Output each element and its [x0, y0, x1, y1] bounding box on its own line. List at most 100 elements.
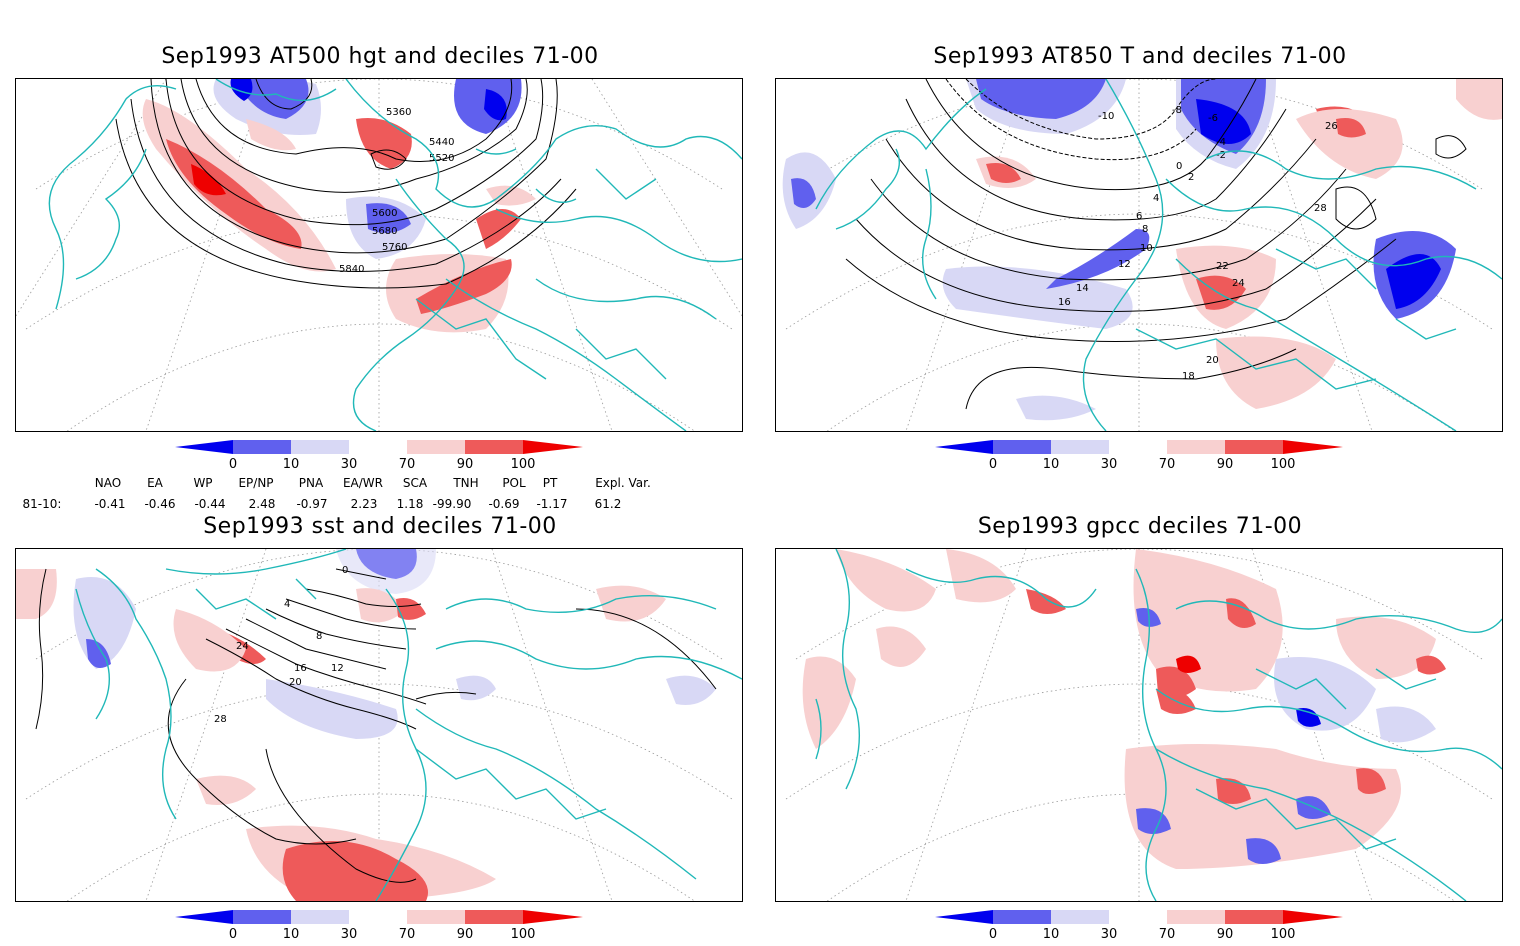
contour-label: 24 [236, 641, 249, 652]
contour-label: 10 [1140, 243, 1153, 254]
contour-label: 5360 [386, 107, 411, 118]
panel-title-hgt500: Sep1993 AT500 hgt and deciles 71-00 [161, 44, 599, 69]
contour-label: 26 [1325, 121, 1338, 132]
index-name: PNA [298, 476, 324, 490]
decile-shading [142, 79, 536, 333]
colorbar-swatches [175, 440, 583, 454]
colorbar-label: 70 [1158, 927, 1176, 942]
index-value: -0.41 [94, 497, 126, 511]
contour-label: 0 [342, 565, 348, 576]
index-value: 1.18 [396, 497, 424, 511]
index-value: -99.90 [432, 497, 472, 511]
colorbar-label: 90 [1216, 927, 1234, 942]
contour-label: 18 [1182, 371, 1195, 382]
index-name: SCA [402, 476, 428, 490]
map-gpcc [775, 548, 1503, 902]
contour-label: 5680 [372, 226, 397, 237]
colorbar-label: 10 [1042, 927, 1060, 942]
index-row-label: 81-10: [22, 497, 62, 511]
colorbar-label: 90 [456, 457, 474, 472]
colorbar-label: 10 [282, 457, 300, 472]
contour-label: -10 [1098, 111, 1114, 122]
contour-label: 28 [1314, 203, 1327, 214]
colorbar-1: 0 10 30 70 90 100 [175, 440, 595, 476]
contour-labels: -10 -8 -6 -4 -2 0 2 4 6 8 10 12 14 16 18… [1058, 105, 1338, 382]
colorbar-label: 10 [282, 927, 300, 942]
index-value: -0.69 [488, 497, 520, 511]
contour-label: -4 [1216, 137, 1226, 148]
index-name: NAO [94, 476, 122, 490]
decile-shading [802, 549, 1446, 869]
contour-label: 12 [1118, 259, 1131, 270]
colorbar-4: 0 10 30 70 90 100 [935, 910, 1355, 946]
contour-label: 22 [1216, 261, 1229, 272]
panel-title-gpcc: Sep1993 gpcc deciles 71-00 [977, 514, 1303, 539]
coastlines [815, 549, 1502, 901]
map-hgt500: 5360 5440 5520 5600 5680 5760 5840 [15, 78, 743, 432]
colorbar-label: 30 [1100, 457, 1118, 472]
contour-label: 20 [289, 677, 302, 688]
contour-label: 5440 [429, 137, 454, 148]
contour-label: 5520 [429, 153, 454, 164]
contour-label: 0 [1176, 161, 1182, 172]
contour-label: 20 [1206, 355, 1219, 366]
colorbar-label: 100 [510, 457, 536, 472]
teleconnection-table: NAO EA WP EP/NP PNA EA/WR SCA TNH POL PT… [0, 476, 700, 516]
map-hgt500-canvas: 5360 5440 5520 5600 5680 5760 5840 [16, 79, 742, 431]
colorbar-label: 30 [340, 457, 358, 472]
index-value: -0.97 [296, 497, 328, 511]
coastlines [815, 79, 1502, 431]
contour-label: -6 [1208, 113, 1218, 124]
colorbar-2: 0 10 30 70 90 100 [935, 440, 1355, 476]
colorbar-label: 100 [1270, 457, 1296, 472]
panel-title-t850: Sep1993 AT850 T and deciles 71-00 [933, 44, 1347, 69]
index-name: Expl. Var. [595, 476, 651, 490]
height-contours [115, 79, 577, 289]
index-name: POL [502, 476, 526, 490]
contour-label: 5840 [339, 264, 364, 275]
colorbar-label: 0 [988, 457, 998, 472]
colorbar-swatches [175, 910, 583, 924]
contour-labels: 0 4 8 12 16 20 24 28 [214, 565, 348, 725]
contour-label: 8 [316, 631, 322, 642]
colorbar-label: 70 [398, 927, 416, 942]
colorbar-3: 0 10 30 70 90 100 [175, 910, 595, 946]
sst-contours [35, 568, 717, 883]
index-value: 61.2 [594, 497, 622, 511]
map-t850-canvas: -10 -8 -6 -4 -2 0 2 4 6 8 10 12 14 16 18… [782, 79, 1502, 431]
index-value: 2.23 [350, 497, 378, 511]
contour-label: 16 [294, 663, 307, 674]
colorbar-label: 100 [1270, 927, 1296, 942]
decile-shading [782, 79, 1502, 421]
colorbar-label: 10 [1042, 457, 1060, 472]
contour-label: 5760 [382, 242, 407, 253]
contour-label: -2 [1216, 150, 1226, 161]
map-t850: -10 -8 -6 -4 -2 0 2 4 6 8 10 12 14 16 18… [775, 78, 1503, 432]
colorbar-label: 0 [988, 927, 998, 942]
colorbar-swatches [935, 910, 1343, 924]
index-name: EA [147, 476, 163, 490]
contour-label: 12 [331, 663, 344, 674]
index-value: -1.17 [536, 497, 568, 511]
contour-label: 16 [1058, 297, 1071, 308]
contour-label: 14 [1076, 283, 1089, 294]
colorbar-label: 100 [510, 927, 536, 942]
decile-shading [16, 549, 716, 901]
contour-label: 4 [284, 599, 290, 610]
contour-label: 28 [214, 714, 227, 725]
map-sst: 0 4 8 12 16 20 24 28 [15, 548, 743, 902]
index-name: TNH [453, 476, 479, 490]
contour-label: 4 [1153, 193, 1159, 204]
index-name: WP [193, 476, 213, 490]
colorbar-label: 90 [1216, 457, 1234, 472]
colorbar-label: 30 [340, 927, 358, 942]
contour-label: 24 [1232, 278, 1245, 289]
colorbar-label: 70 [1158, 457, 1176, 472]
coastlines [48, 79, 742, 431]
contour-label: -8 [1172, 105, 1182, 116]
contour-labels: 5360 5440 5520 5600 5680 5760 5840 [339, 107, 454, 275]
index-name: EA/WR [342, 476, 384, 490]
panel-title-sst: Sep1993 sst and deciles 71-00 [203, 514, 557, 539]
colorbar-label: 70 [398, 457, 416, 472]
colorbar-label: 0 [228, 927, 238, 942]
